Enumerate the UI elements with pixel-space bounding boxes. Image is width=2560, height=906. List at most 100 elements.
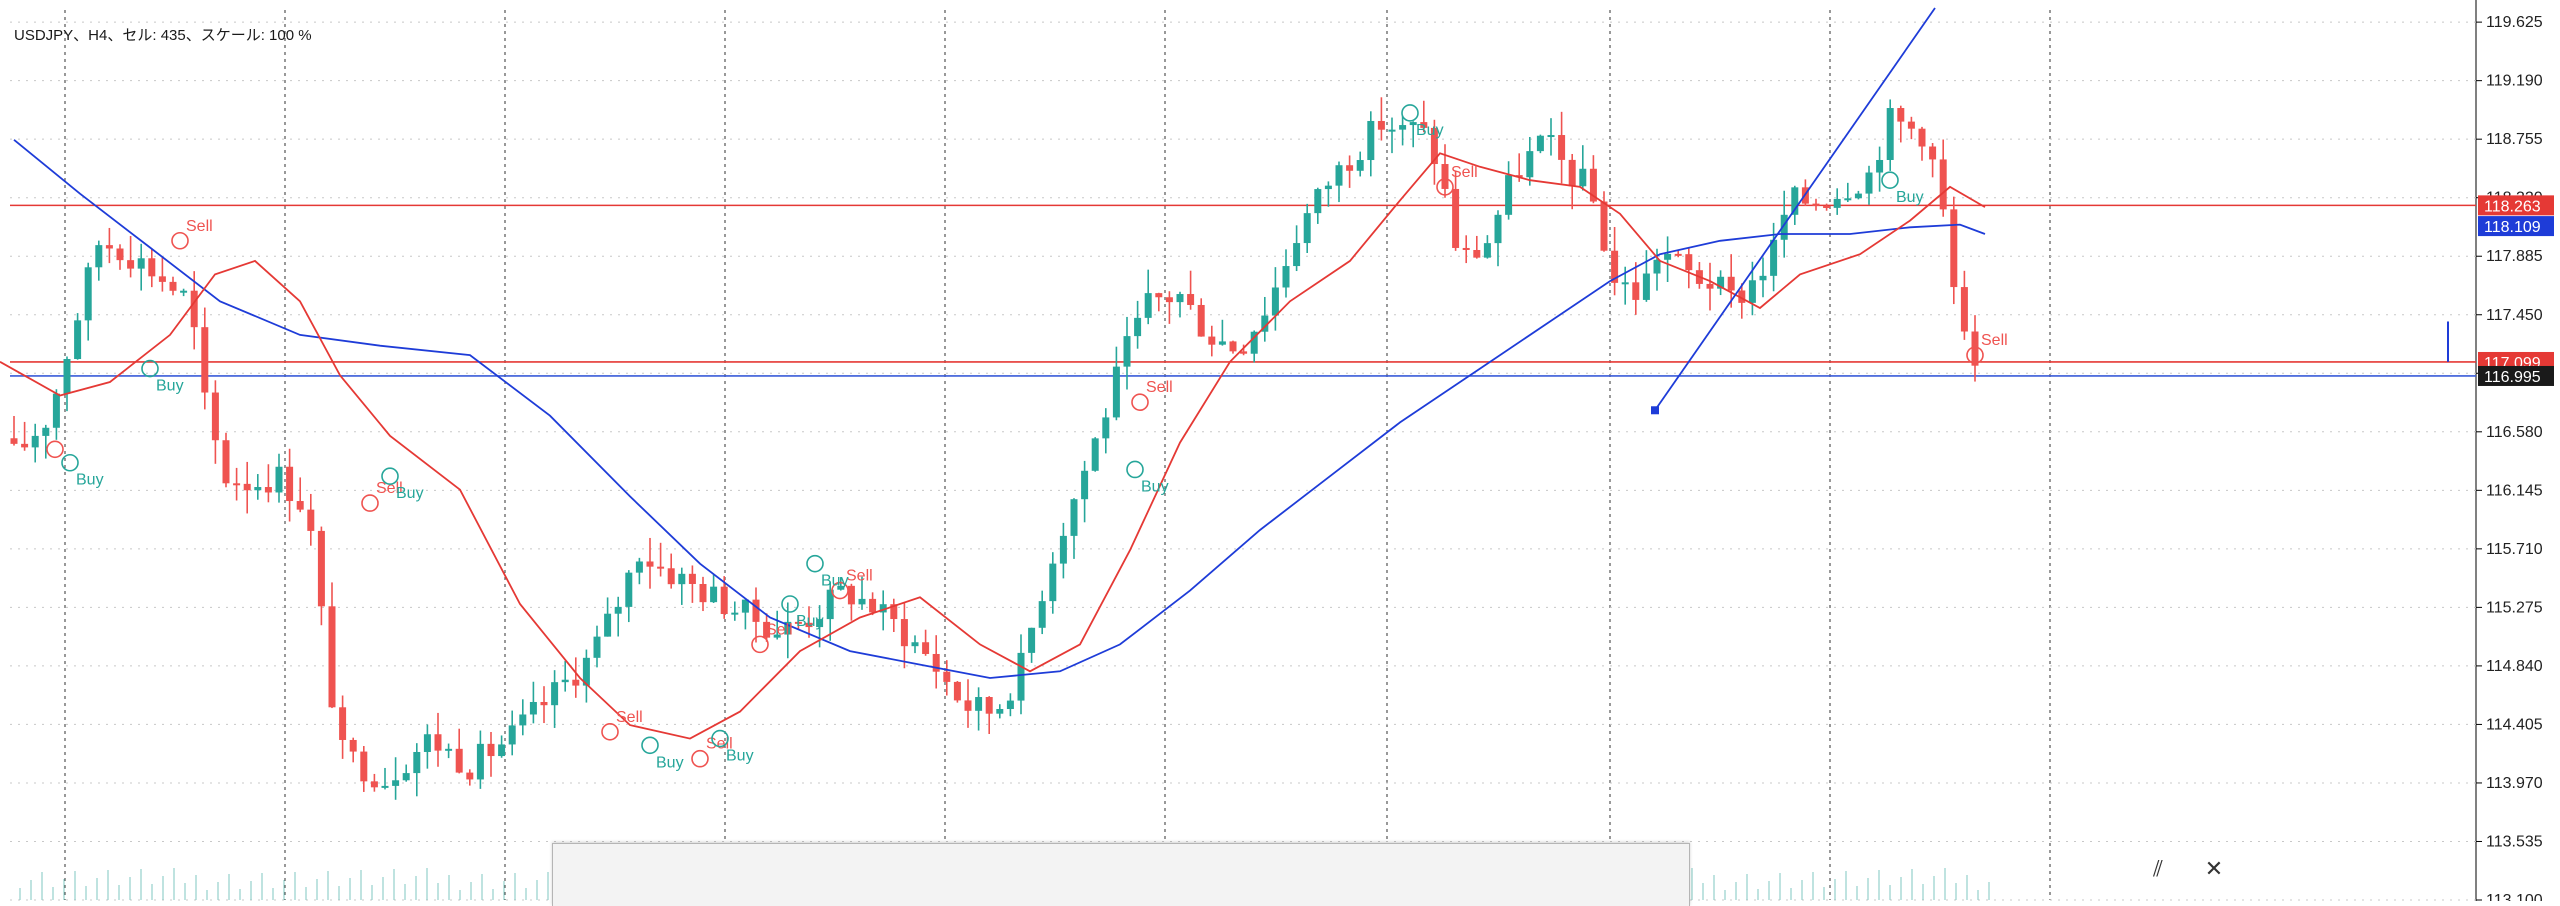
buy-signal-label: Buy: [796, 613, 824, 630]
candle-body: [1621, 282, 1629, 285]
price-tick-label: 113.100: [2486, 892, 2543, 901]
candle-body: [275, 466, 283, 493]
close-icon[interactable]: ✕: [2204, 856, 2224, 881]
candle-body: [1388, 129, 1396, 132]
candle-body: [1812, 203, 1820, 207]
candle-body: [869, 598, 877, 613]
candle-body: [1515, 175, 1523, 178]
sell-signal-label: Sell: [1981, 332, 2008, 349]
buy-signal-marker: [806, 554, 824, 573]
candle-body: [794, 621, 802, 624]
candle-body: [1409, 122, 1417, 126]
candle-body: [42, 427, 50, 436]
pin-icon[interactable]: ⫽: [2153, 856, 2163, 881]
candle-body: [1112, 366, 1120, 418]
candle-body: [1929, 146, 1937, 160]
candle-body: [1059, 535, 1067, 564]
candle-body: [847, 585, 855, 605]
candle-body: [1240, 351, 1248, 354]
candle-body: [1844, 198, 1852, 201]
candle-body: [1123, 336, 1131, 367]
candle-body: [1314, 189, 1322, 214]
trend-line-anchor: [1651, 406, 1659, 415]
price-tick-label: 118.755: [2486, 131, 2543, 148]
candle-body: [1155, 293, 1163, 298]
candle-body: [1526, 151, 1534, 178]
candle-body: [1197, 304, 1205, 337]
candle-body: [646, 561, 654, 567]
buy-signal-marker: [711, 729, 729, 748]
candle-body: [466, 772, 474, 780]
buy-signal-marker: [61, 453, 79, 472]
candle-body: [1579, 168, 1587, 187]
candle-body: [1038, 601, 1046, 628]
candle-body: [233, 483, 241, 486]
sell-signal-label: Sell: [376, 480, 403, 497]
candle-body: [423, 734, 431, 752]
candle-body: [1897, 108, 1905, 122]
candle-body: [1780, 214, 1788, 240]
candle-body: [604, 613, 612, 637]
price-tick-label: 115.710: [2486, 541, 2543, 558]
sell-signal-marker: [1131, 393, 1149, 412]
candle-body: [31, 435, 39, 448]
candle-body: [1346, 165, 1354, 171]
candle-body: [996, 709, 1004, 714]
candle-body: [1547, 135, 1555, 138]
sell-signal-label: Sell: [1451, 164, 1478, 181]
bottom-panel[interactable]: ⫽ ✕: [552, 843, 2223, 906]
candle-body: [635, 561, 643, 573]
price-tag-label: 116.995: [2484, 369, 2541, 386]
candle-body: [784, 621, 792, 635]
candle-body: [254, 487, 262, 491]
sell-signal-marker: [831, 581, 849, 600]
candle-body: [1430, 127, 1438, 165]
candle-body: [286, 466, 294, 502]
buy-signal-marker: [1401, 104, 1419, 122]
sell-signal-marker: [1966, 346, 1984, 364]
candle-body: [487, 743, 495, 757]
buy-signal-marker: [641, 736, 659, 755]
candle-body: [201, 327, 209, 393]
candle-body: [1017, 652, 1025, 701]
price-tag-box: [2478, 195, 2554, 216]
candle-body: [763, 621, 771, 638]
candle-body: [890, 604, 898, 620]
candle-body: [455, 748, 463, 773]
price-tick-label: 113.970: [2486, 775, 2543, 792]
candle-body: [572, 679, 580, 686]
candle-body: [370, 781, 378, 788]
sell-signal-label: Sell: [186, 218, 213, 235]
candle-body: [413, 751, 421, 774]
candle-body: [1960, 287, 1968, 332]
price-tick-label: 117.450: [2486, 307, 2543, 324]
candle-body: [211, 392, 219, 441]
candle-body: [858, 598, 866, 605]
candle-body: [445, 748, 453, 751]
candle-body: [95, 245, 103, 268]
candle-body: [1865, 172, 1873, 194]
buy-signal-label: Buy: [1141, 478, 1169, 495]
candle-body: [1324, 185, 1332, 190]
candle-body: [879, 604, 887, 613]
candle-body: [1091, 438, 1099, 471]
candle-body: [943, 671, 951, 682]
buy-signal-marker: [141, 359, 159, 378]
candle-body: [180, 290, 188, 293]
candle-body: [1271, 287, 1279, 316]
price-tick-label: 119.190: [2486, 73, 2543, 90]
candle-body: [1589, 168, 1597, 202]
price-tag-label: 118.109: [2484, 219, 2541, 236]
price-tag-label: 118.263: [2484, 198, 2541, 215]
candle-body: [1144, 293, 1152, 318]
candle-body: [243, 483, 251, 491]
sell-signal-label: Sell: [846, 568, 873, 585]
candle-body: [911, 642, 919, 647]
candle-body: [307, 509, 315, 531]
candle-body: [1759, 275, 1767, 281]
candle-body: [964, 700, 972, 711]
candle-body: [1377, 120, 1385, 130]
candle-body: [1717, 276, 1725, 289]
